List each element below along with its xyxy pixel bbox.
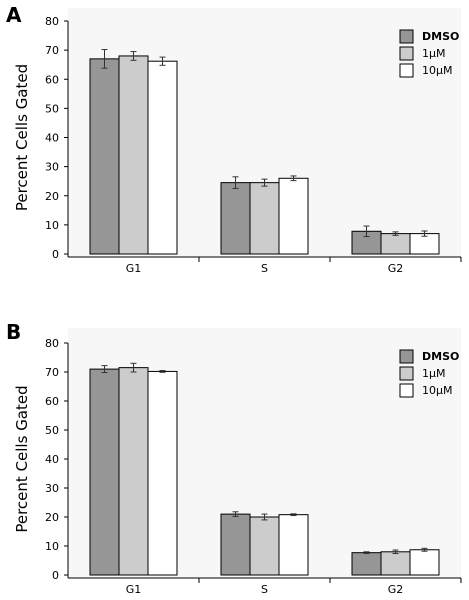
y-tick-label: 10 <box>45 540 59 553</box>
x-category-label: G2 <box>388 262 404 275</box>
bar-g1-series-2 <box>147 370 178 576</box>
legend-swatch <box>399 46 414 61</box>
bar-g1-series-1 <box>118 367 149 576</box>
bar-g1-series-0 <box>89 58 120 255</box>
x-category-label: S <box>261 262 268 275</box>
y-tick-label: 40 <box>45 132 59 145</box>
y-tick-label: 0 <box>52 248 59 261</box>
y-tick-label: 20 <box>45 190 59 203</box>
bar-s-series-1 <box>249 516 280 576</box>
y-tick-label: 10 <box>45 219 59 232</box>
y-tick-label: 70 <box>45 44 59 57</box>
bars-group <box>89 49 440 255</box>
legend-label: 1μM <box>422 47 446 60</box>
bar-g1-series-1 <box>118 55 149 255</box>
legend-swatch <box>399 383 414 398</box>
bar-g1-series-2 <box>147 60 178 255</box>
legend-label: 1μM <box>422 367 446 380</box>
panel-a-chart: A Percent Cells Gated 0 10 20 30 40 50 60 70 80 G… <box>6 3 462 275</box>
x-category-label: S <box>261 583 268 596</box>
bar-g1-series-0 <box>89 368 120 576</box>
y-axis-label: Percent Cells Gated <box>13 64 31 211</box>
bar-g2-series-1 <box>380 233 411 255</box>
legend-swatch <box>399 349 414 364</box>
legend-label: DMSO <box>422 350 459 363</box>
y-tick-label: 50 <box>45 424 59 437</box>
y-tick-label: 30 <box>45 161 59 174</box>
legend-swatch <box>399 63 414 78</box>
legend-label: 10μM <box>422 64 453 77</box>
x-category-label: G2 <box>388 583 404 596</box>
legend-label: DMSO <box>422 30 459 43</box>
y-tick-label: 80 <box>45 337 59 350</box>
y-tick-label: 0 <box>52 569 59 582</box>
legend: DMSO 1μM 10μM <box>399 349 459 398</box>
bar-s-series-1 <box>249 182 280 255</box>
bar-s-series-2 <box>278 514 309 576</box>
legend-swatch <box>399 366 414 381</box>
legend: DMSO 1μM 10μM <box>399 29 459 78</box>
x-category-label: G1 <box>126 262 142 275</box>
panel-b-chart: B Percent Cells Gated 0 10 20 30 40 50 60 70 80 G… <box>6 320 462 596</box>
panel-letter-b: B <box>6 320 21 344</box>
bar-g2-series-0 <box>351 552 382 576</box>
legend-swatch <box>399 29 414 44</box>
panel-letter-a: A <box>6 3 22 27</box>
bar-g2-series-1 <box>380 551 411 576</box>
bar-s-series-2 <box>278 177 309 255</box>
axes: 0 10 20 30 40 50 60 70 80 G1 S G2 <box>45 337 462 596</box>
y-tick-label: 70 <box>45 366 59 379</box>
bar-s-series-0 <box>220 513 251 576</box>
x-category-label: G1 <box>126 583 142 596</box>
y-tick-label: 80 <box>45 15 59 28</box>
y-tick-label: 20 <box>45 511 59 524</box>
bar-g2-series-2 <box>409 549 440 576</box>
bars-group <box>89 362 440 576</box>
legend-label: 10μM <box>422 384 453 397</box>
axes: 0 10 20 30 40 50 60 70 80 G1 S G2 <box>45 15 462 275</box>
bar-s-series-0 <box>220 182 251 255</box>
y-tick-label: 40 <box>45 453 59 466</box>
y-tick-label: 30 <box>45 482 59 495</box>
y-tick-label: 50 <box>45 102 59 115</box>
y-axis-label: Percent Cells Gated <box>13 385 31 532</box>
y-tick-label: 60 <box>45 73 59 86</box>
y-tick-label: 60 <box>45 395 59 408</box>
